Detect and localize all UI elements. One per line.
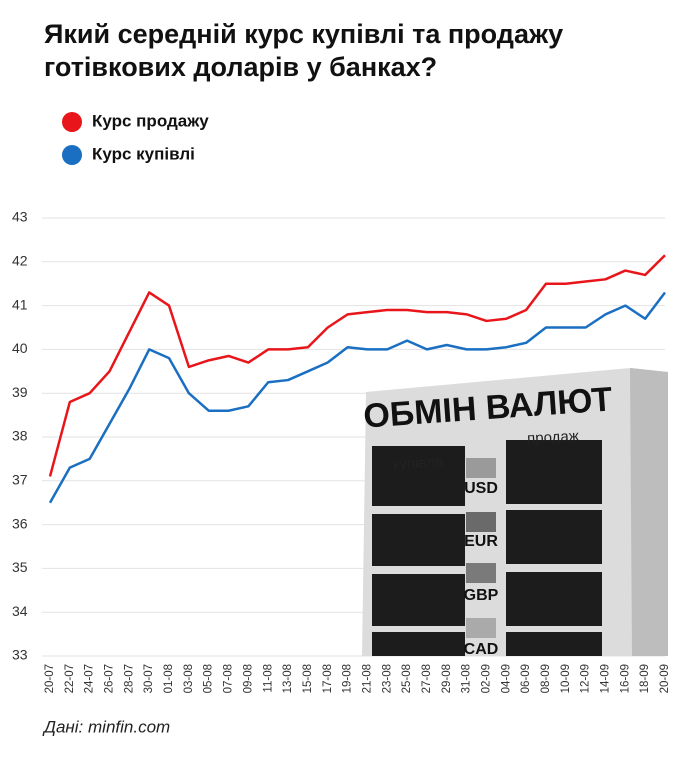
y-tick-label: 34 [12,603,28,619]
x-tick-label: 21-08 [361,664,373,693]
line [48,254,666,477]
x-tick-label: 17-08 [322,664,334,693]
currency: EUR [464,533,498,550]
y-tick-label: 37 [12,472,28,488]
x-tick-label: 10-09 [560,664,572,693]
y-tick-label: 36 [12,515,28,531]
x-tick-label: 22-07 [64,664,76,693]
exchange-board: ОБМІН ВАЛЮТ купівля продаж USD EUR GBP C… [362,368,668,658]
x-tick-label: 03-08 [183,664,195,693]
x-tick-label: 25-08 [401,664,413,693]
x-tick-label: 15-08 [302,664,314,693]
x-tick-label: 07-08 [223,664,235,693]
y-tick-label: 40 [12,340,28,356]
y-tick-label: 33 [12,647,28,663]
legend-label: Курс купівлі [92,144,195,163]
x-tick-label: 12-09 [580,664,592,693]
x-tick-label: 01-08 [163,664,175,693]
x-tick-label: 09-08 [242,664,254,693]
x-tick-label: 26-07 [104,664,116,693]
chart-title: Який середній курс купівлі та продажу [44,19,563,49]
x-tick-label: 16-09 [619,664,631,693]
source: Дані: minfin.com [42,717,170,736]
x-tick-label: 14-09 [600,664,612,693]
legend-marker [62,112,82,132]
chart-title: готівкових доларів у банках? [44,52,437,82]
x-tick-label: 19-08 [342,664,354,693]
x-tick-label: 06-09 [520,664,532,693]
x-tick-label: 08-09 [540,664,552,693]
x-tick-label: 31-08 [461,664,473,693]
currency: CAD [464,641,499,658]
x-tick-label: 28-07 [123,664,135,693]
line [48,291,666,504]
x-tick-label: 13-08 [282,664,294,693]
legend-marker [62,145,82,165]
legend-label: Курс продажу [92,111,209,130]
x-tick-label: 24-07 [84,664,96,693]
x-tick-label: 27-08 [421,664,433,693]
y-tick-label: 38 [12,428,28,444]
x-tick-label: 04-09 [500,664,512,693]
currency: USD [464,480,498,497]
sign-buy: купівля [392,454,443,474]
y-tick-label: 39 [12,384,28,400]
x-tick-label: 30-07 [143,664,155,693]
x-tick-label: 23-08 [381,664,393,693]
x-tick-label: 20-07 [44,664,56,693]
y-tick-label: 35 [12,559,28,575]
y-tick-label: 43 [12,209,28,225]
sign-sell: продаж [527,428,579,448]
x-tick-label: 29-08 [441,664,453,693]
x-tick-label: 11-08 [262,664,274,693]
y-tick-label: 42 [12,253,28,269]
x-tick-label: 05-08 [203,664,215,693]
y-tick-label: 41 [12,296,28,312]
x-tick-label: 20-09 [659,664,671,693]
currency: GBP [464,587,499,604]
x-tick-label: 02-09 [480,664,492,693]
x-tick-label: 18-09 [639,664,651,693]
